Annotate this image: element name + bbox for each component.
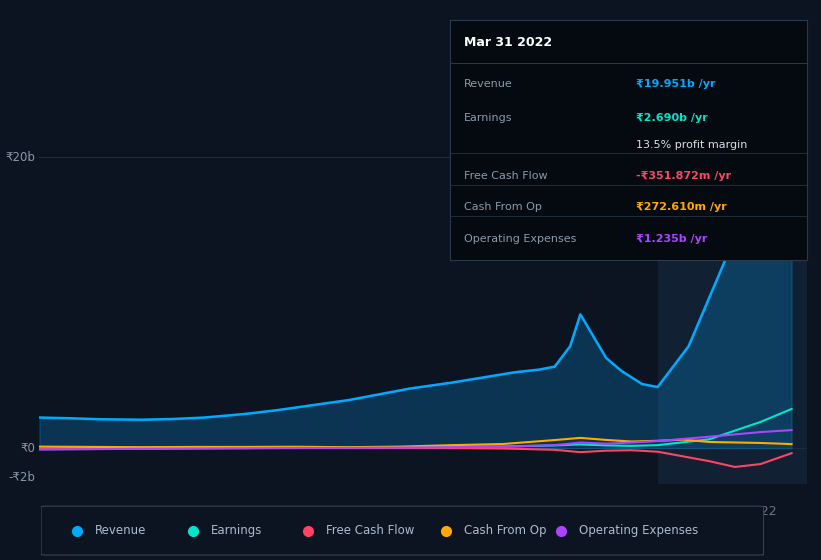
Text: Cash From Op: Cash From Op	[464, 202, 542, 212]
Text: Earnings: Earnings	[211, 524, 262, 537]
Text: ₹2.690b /yr: ₹2.690b /yr	[635, 113, 708, 123]
Text: ₹1.235b /yr: ₹1.235b /yr	[635, 234, 707, 244]
Text: Mar 31 2022: Mar 31 2022	[464, 36, 553, 49]
Text: 2017: 2017	[230, 505, 261, 518]
Text: 2021: 2021	[642, 505, 673, 518]
Text: ₹272.610m /yr: ₹272.610m /yr	[635, 202, 727, 212]
Text: -₹351.872m /yr: -₹351.872m /yr	[635, 171, 731, 181]
Text: 2019: 2019	[436, 505, 467, 518]
Text: Revenue: Revenue	[95, 524, 147, 537]
Text: ₹20b: ₹20b	[6, 151, 35, 164]
Text: ₹19.951b /yr: ₹19.951b /yr	[635, 80, 715, 90]
Text: Free Cash Flow: Free Cash Flow	[327, 524, 415, 537]
Text: 2022: 2022	[745, 505, 777, 518]
Text: ₹0: ₹0	[21, 441, 35, 455]
Text: 2020: 2020	[539, 505, 571, 518]
Text: 2016: 2016	[126, 505, 158, 518]
Text: Free Cash Flow: Free Cash Flow	[464, 171, 548, 181]
Text: 13.5% profit margin: 13.5% profit margin	[635, 139, 747, 150]
Text: Cash From Op: Cash From Op	[464, 524, 546, 537]
Text: Operating Expenses: Operating Expenses	[464, 234, 576, 244]
Bar	[658, 143, 807, 484]
Text: Revenue: Revenue	[464, 80, 513, 90]
Text: Operating Expenses: Operating Expenses	[580, 524, 699, 537]
Text: -₹2b: -₹2b	[9, 470, 35, 484]
Text: Earnings: Earnings	[464, 113, 512, 123]
Text: 2018: 2018	[333, 505, 365, 518]
